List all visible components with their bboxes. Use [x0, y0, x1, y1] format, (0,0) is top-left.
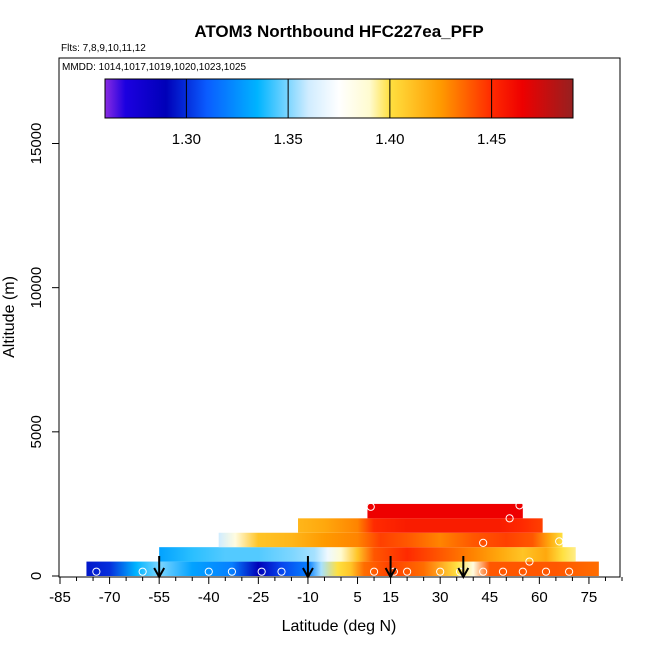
- curtain-band: [367, 503, 523, 519]
- y-tick-label: 0: [28, 572, 45, 580]
- sample-point: [65, 566, 75, 575]
- curtain-band: [298, 518, 543, 533]
- x-tick-label: -10: [297, 589, 319, 606]
- curtain-band: [218, 532, 563, 548]
- y-axis-label: Altitude (m): [1, 276, 18, 358]
- sample-point: [204, 567, 213, 576]
- x-tick-label: -70: [99, 589, 121, 606]
- sample-point: [505, 514, 514, 523]
- x-tick-label: 15: [382, 589, 399, 606]
- plot-frame: [58, 57, 621, 578]
- colorbar-tick-label: 1.35: [274, 131, 303, 148]
- curtain-bands: [86, 503, 599, 576]
- sample-point: [555, 537, 564, 546]
- sample-point: [277, 567, 286, 576]
- sample-point: [257, 567, 266, 576]
- x-tick-label: -25: [248, 589, 270, 606]
- sample-point: [436, 567, 445, 576]
- sample-point: [541, 567, 551, 576]
- colorbar-tick-label: 1.40: [375, 131, 404, 148]
- y-tick-label: 15000: [28, 123, 45, 165]
- x-axis: -85 -70 -55 -40 -25 -10 5 15 30 45 60 75: [49, 577, 623, 606]
- sample-point: [498, 567, 508, 576]
- colorbar-tick-label: 1.45: [477, 131, 506, 148]
- sample-point: [138, 567, 147, 576]
- x-tick-label: -55: [148, 589, 170, 606]
- flights-subtitle: Flts: 7,8,9,10,11,12: [61, 43, 146, 54]
- y-tick-label: 10000: [28, 267, 45, 309]
- sample-point: [366, 502, 375, 511]
- colorbar-tick-label: 1.30: [172, 131, 201, 148]
- x-tick-label: -85: [49, 589, 71, 606]
- sample-point: [227, 567, 237, 576]
- dates-subtitle: MMDD: 1014,1017,1019,1020,1023,1025: [62, 62, 246, 73]
- sample-point: [607, 567, 617, 576]
- x-tick-label: 75: [581, 589, 598, 606]
- x-axis-label: Latitude (deg N): [282, 618, 397, 635]
- x-tick-label: 5: [353, 589, 361, 606]
- colorbar: 1.30 1.35 1.40 1.45: [104, 78, 574, 148]
- sample-point: [479, 567, 488, 576]
- sample-point: [515, 501, 524, 510]
- curtain-band: [86, 561, 599, 576]
- chart-title: ATOM3 Northbound HFC227ea_PFP: [194, 22, 483, 41]
- x-tick-label: 45: [481, 589, 498, 606]
- curtain-band: [159, 547, 576, 562]
- colorbar-scale: [104, 78, 574, 119]
- y-axis: 0 5000 10000 15000: [28, 123, 59, 580]
- sample-point: [403, 567, 412, 576]
- y-tick-label: 5000: [28, 415, 45, 448]
- x-tick-label: 30: [432, 589, 449, 606]
- x-tick-label: -40: [198, 589, 220, 606]
- sample-point: [479, 538, 488, 547]
- sample-point: [525, 557, 534, 566]
- sample-point: [92, 567, 101, 576]
- sample-point: [518, 567, 527, 576]
- x-tick-label: 60: [531, 589, 548, 606]
- sample-point: [369, 567, 379, 576]
- sample-point: [565, 567, 574, 576]
